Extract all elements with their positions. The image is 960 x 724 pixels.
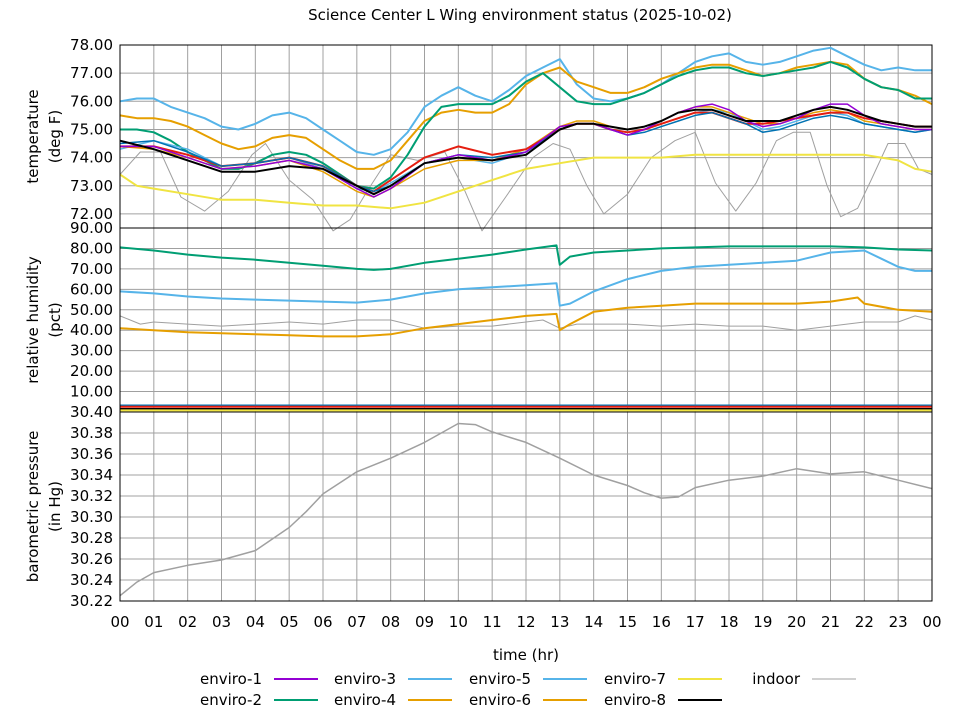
y-axis-label-line: (in Hg)	[46, 481, 64, 532]
y-tick-label: 30.36	[70, 445, 113, 463]
x-tick-label: 20	[787, 613, 806, 631]
y-tick-label: 30.38	[70, 424, 113, 442]
x-tick-label: 09	[415, 613, 434, 631]
legend-label-enviro-1: enviro-1	[200, 670, 262, 688]
y-axis-label: temperature (deg F)	[24, 89, 64, 183]
series-line-enviro-5	[119, 249, 932, 307]
chart-title: Science Center L Wing environment status…	[308, 6, 732, 24]
y-tick-label: 50.00	[70, 301, 113, 319]
y-axis-label-line: barometric pressure	[24, 431, 42, 583]
x-tick-label: 19	[753, 613, 772, 631]
y-tick-label: 30.00	[70, 342, 113, 360]
x-tick-label: 08	[381, 613, 400, 631]
x-tick-label: 21	[821, 613, 840, 631]
y-tick-label: 10.00	[70, 383, 113, 401]
x-tick-label: 04	[246, 613, 265, 631]
y-tick-label: 75.00	[70, 120, 113, 138]
x-tick-label: 06	[313, 613, 332, 631]
y-tick-label: 72.00	[70, 205, 113, 223]
y-axis-label-line: temperature	[24, 89, 42, 183]
y-tick-label: 80.00	[70, 239, 113, 257]
x-tick-label: 15	[618, 613, 637, 631]
series-line-indoor	[119, 315, 933, 331]
series-line-enviro-6	[119, 60, 933, 170]
legend-label-indoor: indoor	[752, 670, 801, 688]
legend: enviro-1 enviro-2 enviro-3 enviro-4 enviro-5…	[200, 670, 856, 709]
panel-humidity: 10.00 20.00 30.00 40.00 50.00 60.00 70.00 80.00…	[24, 219, 933, 413]
y-tick-label: 60.00	[70, 280, 113, 298]
x-tick-label: 07	[347, 613, 366, 631]
series-line-enviro-7	[119, 153, 933, 210]
x-tick-label: 12	[516, 613, 535, 631]
x-tick-label: 03	[212, 613, 231, 631]
plot-frame	[119, 411, 933, 602]
x-axis-label: time (hr)	[493, 646, 559, 664]
x-tick-label: 22	[855, 613, 874, 631]
x-tick-label: 10	[449, 613, 468, 631]
y-axis-label: barometric pressure (in Hg)	[24, 431, 64, 583]
y-axis-label: relative humidity (pct)	[24, 256, 64, 384]
legend-label-enviro-2: enviro-2	[200, 691, 262, 709]
y-tick-label: 20.00	[70, 362, 113, 380]
y-tick-label: 90.00	[70, 219, 113, 237]
x-tick-label: 13	[550, 613, 569, 631]
y-axis-label-line: relative humidity	[24, 256, 42, 384]
y-tick-label: 76.00	[70, 92, 113, 110]
y-tick-label: 30.32	[70, 487, 113, 505]
x-tick-label: 01	[144, 613, 163, 631]
series-line-indoor	[119, 422, 933, 597]
y-tick-label: 30.40	[70, 403, 113, 421]
series-line-indoor	[119, 131, 933, 232]
x-tick-label: 11	[483, 613, 502, 631]
panel-pressure: 30.22 30.24 30.26 30.28 30.30 30.32 30.34 30.36…	[24, 403, 933, 610]
y-axis-label-line: (deg F)	[46, 110, 64, 163]
legend-label-enviro-8: enviro-8	[604, 691, 666, 709]
series-line-enviro-2	[119, 244, 933, 271]
y-tick-label: 30.34	[70, 466, 113, 484]
x-tick-label: 05	[280, 613, 299, 631]
y-tick-label: 30.28	[70, 529, 113, 547]
x-tick-label: 17	[686, 613, 705, 631]
y-tick-label: 40.00	[70, 321, 113, 339]
y-tick-label: 77.00	[70, 64, 113, 82]
y-tick-label: 30.30	[70, 508, 113, 526]
x-tick-label: 16	[652, 613, 671, 631]
legend-label-enviro-3: enviro-3	[334, 670, 396, 688]
legend-label-enviro-6: enviro-6	[469, 691, 531, 709]
x-tick-label: 18	[719, 613, 738, 631]
series-line-enviro-6	[119, 296, 933, 338]
x-tick-label: 00	[922, 613, 941, 631]
panel-temperature: 72.00 73.00 74.00 75.00 76.00 77.00 78.00 tempe…	[24, 36, 933, 232]
series-line-enviro-5	[119, 46, 932, 156]
x-axis: 00 01 02 03 04 05 06 07 08 09 10 11 12 13 14 15 16 17 18 19…	[110, 613, 941, 631]
legend-label-enviro-5: enviro-5	[469, 670, 531, 688]
y-tick-label: 30.26	[70, 550, 113, 568]
y-tick-label: 30.24	[70, 571, 113, 589]
y-axis-label-line: (pct)	[46, 302, 64, 337]
legend-label-enviro-7: enviro-7	[604, 670, 666, 688]
y-tick-label: 70.00	[70, 260, 113, 278]
x-tick-label: 14	[584, 613, 603, 631]
y-tick-label: 74.00	[70, 149, 113, 167]
x-tick-label: 23	[889, 613, 908, 631]
legend-label-enviro-4: enviro-4	[334, 691, 396, 709]
x-tick-label: 00	[110, 613, 129, 631]
series-line-enviro-8	[119, 105, 932, 196]
y-tick-label: 30.22	[70, 592, 113, 610]
x-tick-label: 02	[178, 613, 197, 631]
y-tick-label: 78.00	[70, 36, 113, 54]
y-tick-label: 73.00	[70, 177, 113, 195]
